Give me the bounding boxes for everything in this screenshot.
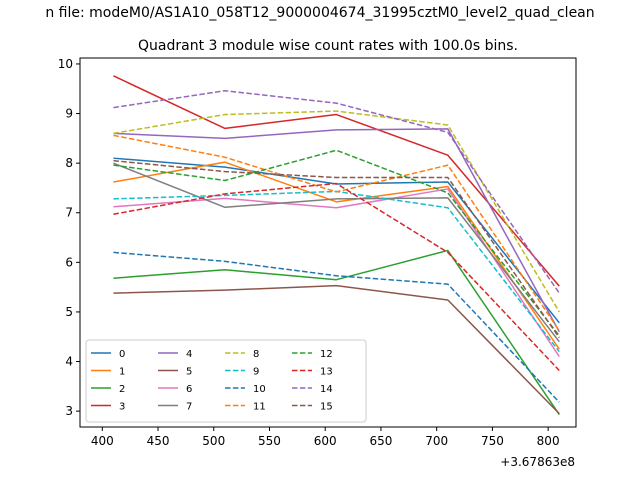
legend-label-11: 11 — [253, 402, 266, 413]
y-tick-label: 10 — [58, 57, 73, 71]
legend-label-14: 14 — [320, 384, 333, 395]
legend-label-10: 10 — [253, 384, 266, 395]
y-tick-label: 7 — [65, 206, 73, 220]
x-axis: 400 450 500 550 600 650 700 750 800 — [91, 427, 560, 448]
legend-label-0: 0 — [119, 349, 125, 360]
series-line-3 — [113, 75, 560, 287]
series-line-2 — [113, 249, 560, 416]
x-tick-label: 800 — [537, 434, 560, 448]
series-line-15 — [113, 159, 560, 339]
y-tick-label: 5 — [65, 305, 73, 319]
legend-label-7: 7 — [186, 402, 192, 413]
x-axis-offset-label: +3.67863e8 — [500, 455, 575, 469]
series-line-14 — [113, 89, 560, 294]
x-tick-label: 750 — [481, 434, 504, 448]
series-line-8 — [113, 110, 560, 313]
y-tick-label: 4 — [65, 355, 73, 369]
y-tick-label: 3 — [65, 404, 73, 418]
legend-frame — [85, 339, 367, 423]
x-tick-label: 600 — [314, 434, 337, 448]
x-tick-label: 500 — [202, 434, 225, 448]
x-tick-label: 700 — [425, 434, 448, 448]
legend-label-9: 9 — [253, 367, 259, 378]
series-line-12 — [113, 149, 560, 337]
legend-label-2: 2 — [119, 384, 125, 395]
figure-suptitle: n file: modeM0/AS1A10_058T12_9000004674_… — [45, 5, 594, 21]
series-line-10 — [113, 251, 560, 403]
series-line-7 — [113, 162, 560, 343]
legend-label-13: 13 — [320, 367, 333, 378]
legend-label-3: 3 — [119, 402, 125, 413]
legend-label-8: 8 — [253, 349, 259, 360]
y-axis: 3 4 5 6 7 8 9 10 — [58, 57, 80, 418]
chart-title: Quadrant 3 module wise count rates with … — [138, 38, 518, 54]
y-tick-label: 8 — [65, 156, 73, 170]
x-tick-label: 650 — [369, 434, 392, 448]
series-layer — [113, 75, 560, 416]
series-line-4 — [113, 128, 560, 333]
x-tick-label: 400 — [91, 434, 114, 448]
series-line-11 — [113, 134, 560, 332]
x-tick-label: 450 — [147, 434, 170, 448]
axes-frame — [79, 57, 577, 428]
y-tick-label: 6 — [65, 255, 73, 269]
legend-label-15: 15 — [320, 402, 333, 413]
x-tick-label: 550 — [258, 434, 281, 448]
legend-label-5: 5 — [186, 367, 192, 378]
legend-label-12: 12 — [320, 349, 333, 360]
legend-label-1: 1 — [119, 367, 125, 378]
series-line-13 — [113, 182, 560, 371]
legend-label-6: 6 — [186, 384, 192, 395]
legend-label-4: 4 — [186, 349, 192, 360]
series-line-5 — [113, 284, 560, 415]
y-tick-label: 9 — [65, 107, 73, 121]
